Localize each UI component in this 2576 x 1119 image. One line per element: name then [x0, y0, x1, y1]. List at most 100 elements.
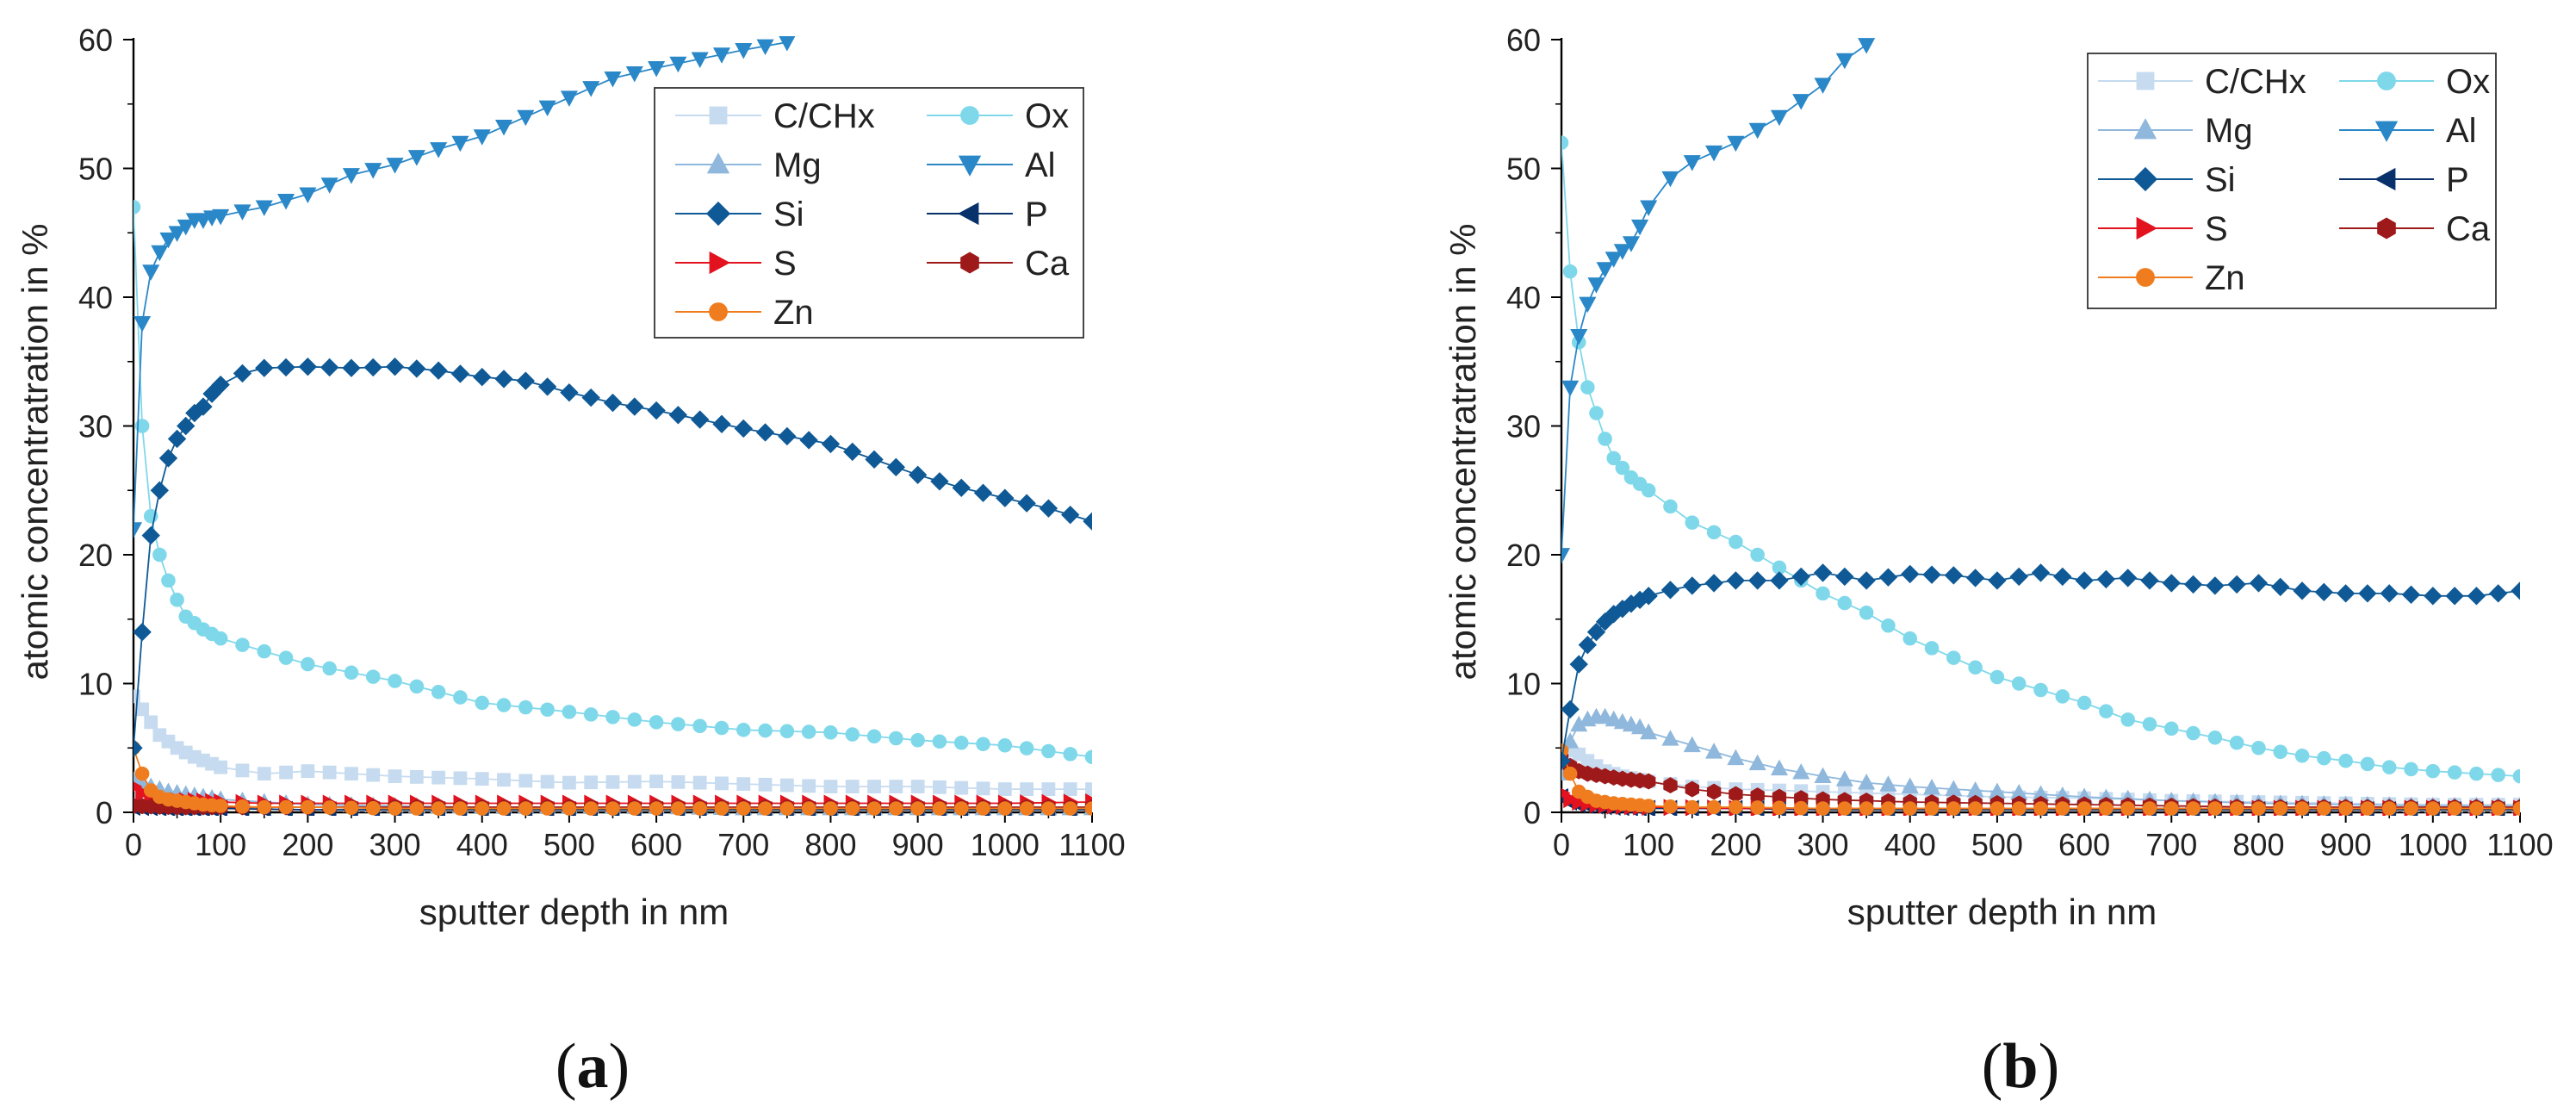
data-point-ox: [2425, 763, 2441, 779]
legend-marker-al: [958, 155, 982, 177]
data-point-ox: [1084, 749, 1092, 764]
data-point-si: [2162, 574, 2181, 593]
data-point-ox: [133, 200, 141, 214]
data-point-zn: [1729, 799, 1743, 815]
data-point-ox: [2447, 765, 2462, 780]
legend-marker-c-chx: [709, 106, 728, 125]
data-point-ox: [692, 718, 707, 734]
data-point-ox: [431, 684, 446, 699]
data-point-ox: [2055, 689, 2070, 704]
data-point-ox: [1903, 631, 1918, 646]
data-point-zn: [2251, 801, 2266, 816]
data-point-c-chx: [649, 774, 663, 789]
legend-label-si: Si: [2205, 161, 2236, 199]
data-point-mg: [1727, 749, 1745, 766]
data-point-si: [211, 375, 230, 395]
data-point-al: [255, 200, 273, 216]
data-point-ox: [1859, 606, 1874, 620]
y-tick-label: 20: [1506, 538, 1541, 573]
data-point-zn: [889, 801, 903, 816]
data-point-al: [517, 109, 535, 127]
data-point-ox: [2186, 725, 2200, 741]
data-point-zn: [736, 801, 751, 816]
data-point-ox: [2207, 730, 2223, 745]
data-point-c-chx: [627, 774, 642, 789]
data-point-si: [625, 397, 644, 416]
data-point-ox: [2163, 721, 2179, 737]
panel-label-a: (a): [556, 1031, 630, 1102]
data-point-ox: [714, 720, 729, 736]
data-point-si: [133, 738, 143, 757]
data-point-zn: [2011, 801, 2027, 816]
data-point-ca: [1685, 780, 1699, 798]
data-point-si: [194, 397, 213, 416]
data-point-c-chx: [845, 780, 860, 793]
legend-marker-p: [958, 202, 979, 226]
data-point-al: [1792, 94, 1810, 110]
data-point-al: [1814, 78, 1832, 94]
data-point-ox: [866, 729, 882, 744]
data-point-si: [2380, 584, 2399, 603]
data-point-mg: [1661, 730, 1679, 746]
data-point-c-chx: [497, 773, 511, 787]
legend-label-p: P: [1025, 196, 1048, 233]
data-point-zn: [1837, 801, 1853, 816]
data-point-si: [158, 449, 178, 468]
data-point-ox: [758, 723, 773, 738]
data-point-al: [151, 245, 169, 262]
data-point-c-chx: [584, 775, 599, 790]
data-point-zn: [1924, 801, 1940, 816]
data-point-zn: [475, 801, 490, 816]
legend-marker-ca: [960, 252, 979, 274]
data-point-si: [2009, 567, 2028, 587]
data-point-ox: [801, 724, 816, 739]
data-point-si: [973, 483, 993, 502]
data-point-al: [1613, 244, 1631, 260]
series-c-chx: [133, 689, 1092, 796]
data-point-si: [320, 357, 339, 377]
x-tick-label: 700: [717, 827, 769, 862]
data-point-al: [669, 56, 687, 73]
data-point-c-chx: [933, 780, 947, 794]
legend-marker-si: [705, 201, 731, 227]
panel-a: 0 100 200 300 400 500 600 700 800 900 1000 1100 0 10 2…: [15, 22, 1126, 932]
data-point-c-chx: [322, 765, 337, 780]
data-point-c-chx: [910, 780, 925, 793]
legend-label-c-chx: C/CHx: [2205, 63, 2306, 101]
x-tick-label: 300: [369, 827, 421, 862]
data-point-ox: [2469, 766, 2484, 781]
data-point-ox: [496, 698, 512, 712]
data-point-zn: [388, 801, 402, 816]
data-point-si: [843, 442, 862, 462]
data-point-si: [537, 377, 557, 396]
data-point-ox: [1580, 380, 1595, 395]
data-point-si: [1965, 569, 1985, 587]
data-point-zn: [409, 801, 425, 816]
x-tick-label: 600: [630, 827, 682, 862]
legend-label-al: Al: [2446, 112, 2477, 150]
data-point-si: [712, 414, 731, 433]
data-point-si: [865, 450, 884, 469]
data-point-mg: [1748, 754, 1766, 771]
data-point-zn: [496, 801, 512, 816]
x-tick-label: 600: [2058, 827, 2110, 862]
data-point-si: [494, 370, 513, 389]
data-point-ox: [1750, 547, 1765, 563]
data-point-c-chx: [301, 764, 315, 779]
data-point-zn: [2512, 801, 2520, 816]
data-point-ox: [2011, 676, 2027, 691]
data-point-ox: [1946, 650, 1961, 665]
panel-label-b: (b): [1982, 1031, 2059, 1102]
data-point-al: [1770, 109, 1789, 127]
data-point-si: [2271, 577, 2290, 597]
data-point-al: [233, 204, 251, 221]
data-point-ox: [562, 705, 577, 719]
data-point-si: [1944, 566, 1964, 585]
data-point-mg: [1631, 718, 1649, 735]
panel-label-b-letter: b: [2002, 1031, 2038, 1102]
data-point-ox: [1598, 432, 1612, 446]
data-point-zn: [134, 766, 150, 781]
data-point-ca: [1663, 777, 1678, 794]
data-point-zn: [583, 801, 599, 816]
